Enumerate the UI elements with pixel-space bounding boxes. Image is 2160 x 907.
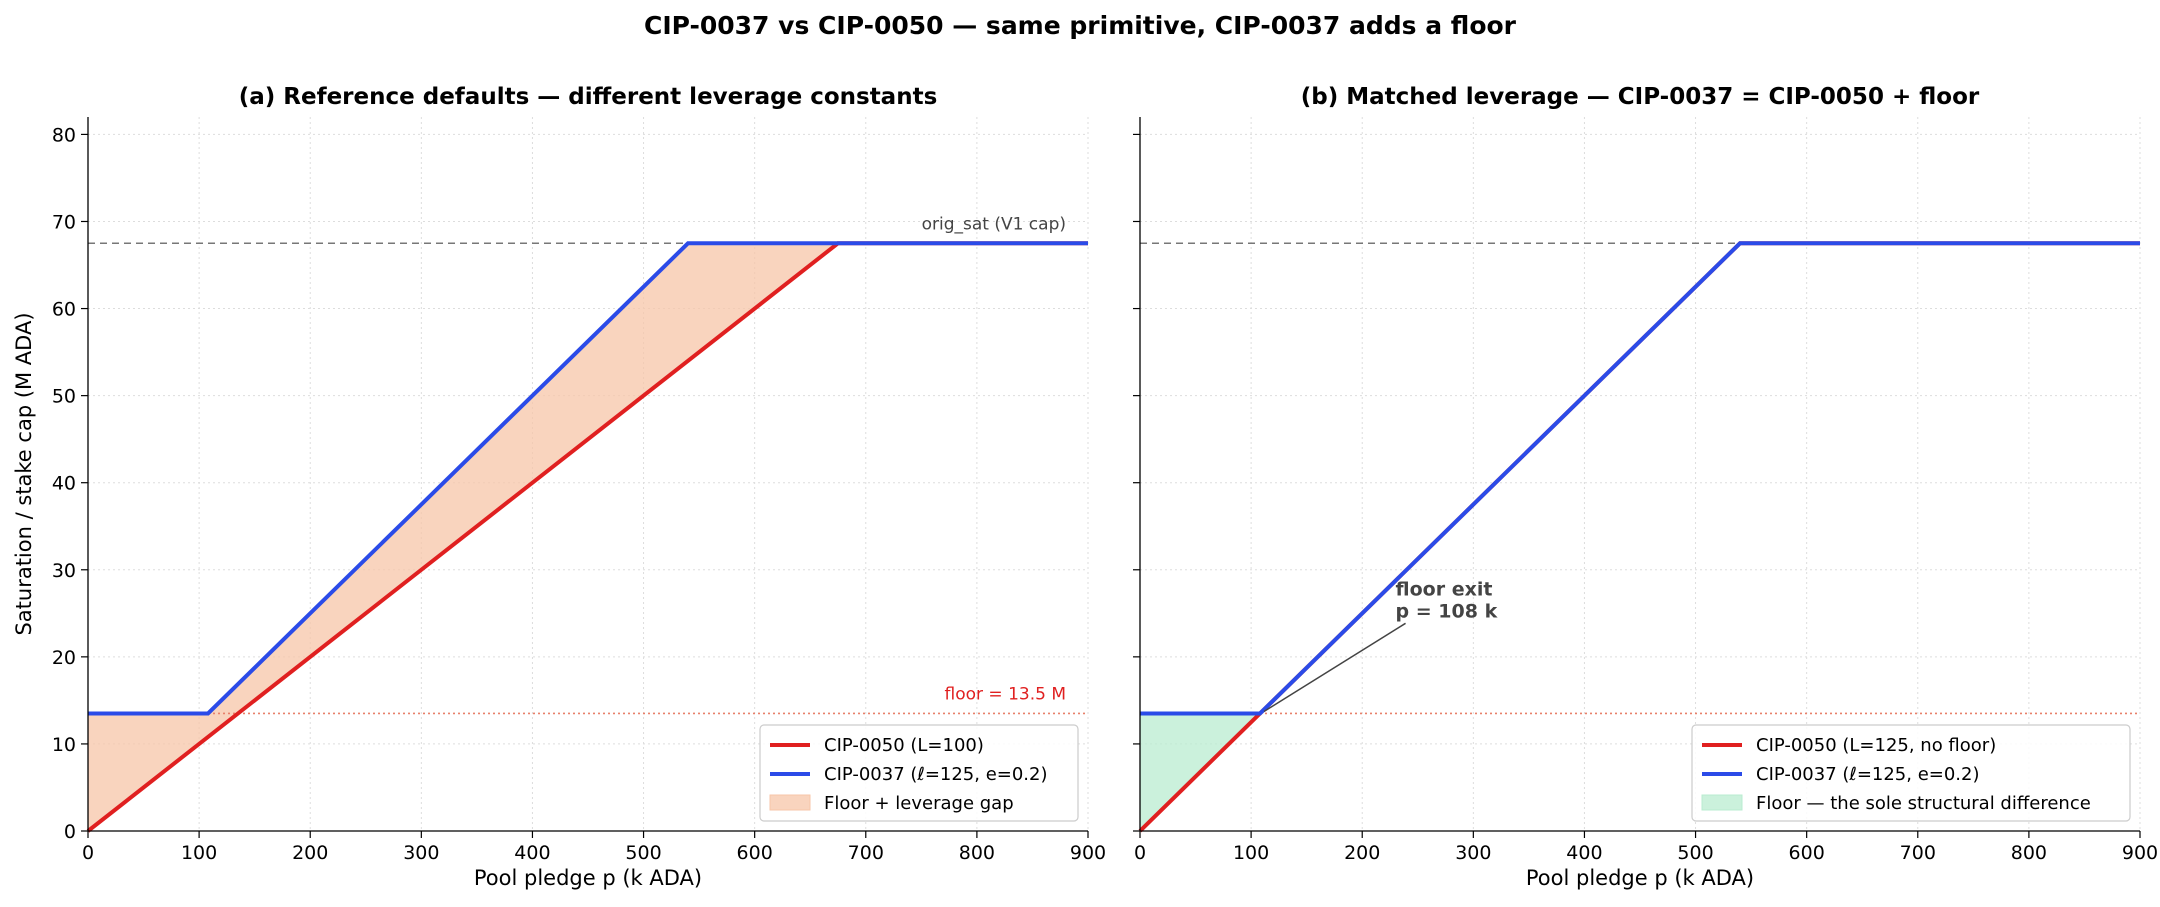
x-tick-label: 300 xyxy=(1455,842,1491,864)
x-tick-label: 800 xyxy=(2011,842,2047,864)
x-tick-label: 0 xyxy=(82,842,94,864)
x-tick-label: 400 xyxy=(514,842,550,864)
legend-box xyxy=(1691,724,2131,822)
legend-label: CIP-0050 (L=100) xyxy=(824,735,984,756)
legend-label: CIP-0037 (ℓ=125, e=0.2) xyxy=(824,764,1048,785)
legend-label: Floor — the sole structural difference xyxy=(1756,793,2091,814)
x-tick-label: 700 xyxy=(848,842,884,864)
y-tick-label: 0 xyxy=(64,821,76,843)
x-tick-label: 600 xyxy=(1789,842,1825,864)
legend-label: Floor + leverage gap xyxy=(824,793,1014,814)
x-tick-label: 700 xyxy=(1900,842,1936,864)
annotation-text-line2: p = 108 k xyxy=(1396,600,1498,622)
saturation-label: orig_sat (V1 cap) xyxy=(922,214,1066,234)
x-tick-label: 900 xyxy=(1070,842,1106,864)
panel-title-a: (a) Reference defaults — different lever… xyxy=(239,84,938,110)
legend-label: CIP-0050 (L=125, no floor) xyxy=(1756,735,1996,756)
legend-box xyxy=(759,724,1079,822)
x-tick-label: 100 xyxy=(1233,842,1269,864)
series-line-cip0037 xyxy=(1140,241,2140,716)
x-tick-label: 100 xyxy=(181,842,217,864)
x-tick-label: 500 xyxy=(625,842,661,864)
annotation-arrow xyxy=(1263,622,1406,713)
y-tick-label: 30 xyxy=(52,560,76,582)
panel-title-b: (b) Matched leverage — CIP-0037 = CIP-00… xyxy=(1301,84,1980,110)
panel-a: orig_sat (V1 cap)floor = 13.5 M0 100 200 30… xyxy=(12,84,1106,890)
annotation-text-line1: floor exit xyxy=(1396,578,1493,600)
x-tick-label: 900 xyxy=(2122,842,2158,864)
x-axis-label: Pool pledge p (k ADA) xyxy=(1526,866,1754,890)
x-axis-label: Pool pledge p (k ADA) xyxy=(474,866,702,890)
x-tick-label: 800 xyxy=(959,842,995,864)
y-tick-label: 50 xyxy=(52,386,76,408)
x-tick-label: 600 xyxy=(737,842,773,864)
x-tick-label: 0 xyxy=(1134,842,1146,864)
legend-swatch-patch xyxy=(769,794,811,811)
x-tick-label: 500 xyxy=(1677,842,1713,864)
y-tick-label: 60 xyxy=(52,299,76,321)
legend-label: CIP-0037 (ℓ=125, e=0.2) xyxy=(1756,764,1980,785)
y-tick-label: 70 xyxy=(52,211,76,233)
panel-b: 0 100 200 300 400 500 600 700 800 900 (b) Matched … xyxy=(1133,84,2158,890)
y-tick-label: 40 xyxy=(52,473,76,495)
y-tick-label: 20 xyxy=(52,647,76,669)
figure-title: CIP-0037 vs CIP-0050 — same primitive, C… xyxy=(644,11,1517,40)
x-tick-label: 200 xyxy=(1344,842,1380,864)
x-tick-label: 300 xyxy=(403,842,439,864)
series-line-cip0037 xyxy=(88,241,1088,716)
y-tick-label: 10 xyxy=(52,734,76,756)
y-tick-label: 80 xyxy=(52,124,76,146)
x-tick-label: 200 xyxy=(292,842,328,864)
legend-swatch-patch xyxy=(1701,794,1743,811)
y-axis-label: Saturation / stake cap (M ADA) xyxy=(12,312,36,635)
x-tick-label: 400 xyxy=(1566,842,1602,864)
floor-label: floor = 13.5 M xyxy=(945,684,1066,704)
